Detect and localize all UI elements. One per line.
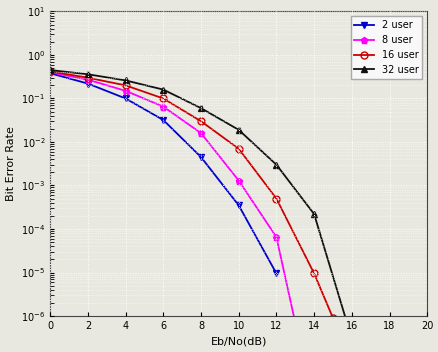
2 user — [47, 71, 53, 75]
32 user — [160, 88, 166, 92]
Legend: 2 user, 8 user, 16 user, 32 user: 2 user, 8 user, 16 user, 32 user — [350, 16, 421, 79]
16 user — [236, 147, 241, 151]
16 user — [85, 76, 90, 80]
8 user — [85, 77, 90, 82]
32 user — [348, 337, 353, 341]
8 user — [273, 235, 279, 239]
32 user — [236, 128, 241, 132]
8 user — [292, 321, 297, 325]
Y-axis label: Bit Error Rate: Bit Error Rate — [6, 126, 15, 201]
Line: 2 user: 2 user — [46, 70, 279, 277]
2 user — [85, 81, 90, 86]
16 user — [311, 271, 316, 276]
32 user — [47, 68, 53, 72]
16 user — [160, 96, 166, 101]
16 user — [123, 83, 128, 88]
32 user — [123, 78, 128, 82]
8 user — [198, 131, 203, 135]
2 user — [123, 96, 128, 101]
16 user — [198, 119, 203, 123]
2 user — [160, 118, 166, 122]
X-axis label: Eb/No(dB): Eb/No(dB) — [210, 337, 266, 346]
32 user — [311, 212, 316, 216]
8 user — [236, 178, 241, 183]
16 user — [273, 196, 279, 201]
2 user — [236, 203, 241, 207]
2 user — [198, 155, 203, 159]
16 user — [47, 69, 53, 74]
32 user — [85, 72, 90, 76]
8 user — [123, 89, 128, 93]
Line: 8 user: 8 user — [46, 69, 298, 326]
32 user — [273, 163, 279, 167]
16 user — [330, 316, 335, 320]
2 user — [273, 271, 279, 276]
8 user — [160, 105, 166, 109]
Line: 16 user: 16 user — [46, 68, 336, 321]
Line: 32 user: 32 user — [46, 67, 354, 342]
32 user — [198, 106, 203, 110]
8 user — [47, 70, 53, 74]
